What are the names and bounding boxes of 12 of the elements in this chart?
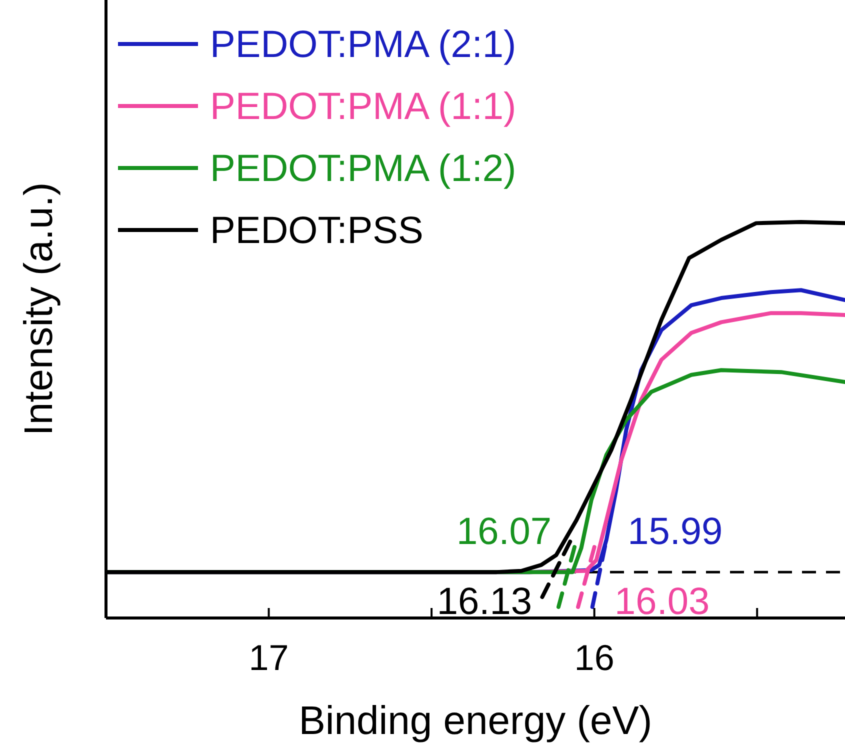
legend-label: PEDOT:PMA (1:2) [210, 148, 516, 190]
x-tick-label: 16 [574, 637, 614, 678]
legend-label: PEDOT:PMA (1:1) [210, 86, 516, 128]
legend-label: PEDOT:PMA (2:1) [210, 24, 516, 66]
annotation: 16.03 [614, 581, 710, 624]
annotation: 16.13 [436, 581, 532, 624]
x-tick-label: 17 [248, 637, 289, 678]
y-axis-title: Intensity (a.u.) [17, 182, 61, 436]
annotation: 16.07 [456, 511, 552, 554]
legend-label: PEDOT:PSS [210, 210, 424, 252]
annotation: 15.99 [628, 511, 723, 554]
x-axis-title: Binding energy (eV) [298, 699, 652, 743]
